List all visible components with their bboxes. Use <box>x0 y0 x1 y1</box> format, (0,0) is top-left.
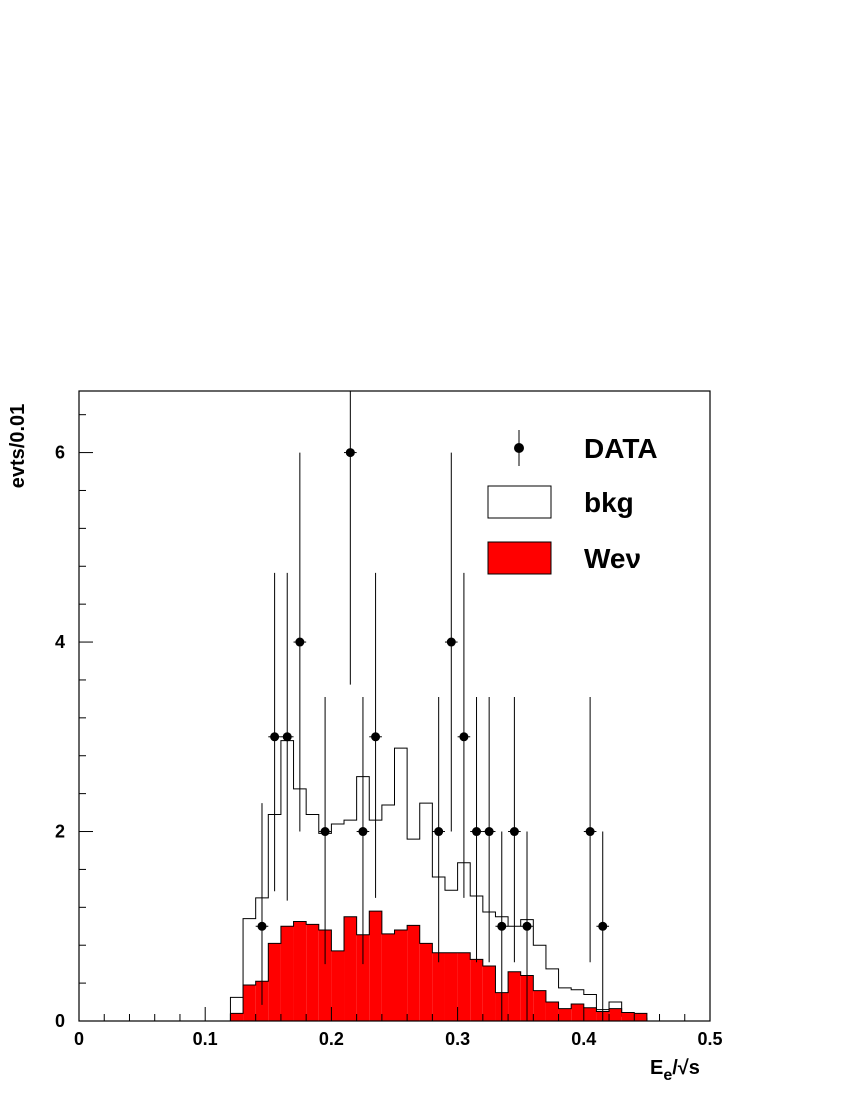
data-point <box>596 832 609 1021</box>
data-marker <box>346 448 355 457</box>
signal-bar <box>281 926 294 1021</box>
data-marker <box>358 827 367 836</box>
x-tick-label: 0.2 <box>319 1029 344 1049</box>
data-point <box>344 391 357 685</box>
signal-bar <box>559 1009 572 1021</box>
y-tick-label: 4 <box>55 632 65 652</box>
signal-bar <box>243 985 256 1021</box>
x-axis-label-sub: e <box>663 1067 672 1084</box>
y-tick-label: 6 <box>55 443 65 463</box>
data-point <box>445 453 458 832</box>
signal-bar <box>344 917 357 1021</box>
data-marker <box>295 638 304 647</box>
data-marker <box>371 732 380 741</box>
legend-bkg-swatch <box>488 486 551 518</box>
legend-label-data: DATA <box>584 433 658 464</box>
signal-bar <box>533 991 546 1021</box>
x-tick-label: 0.1 <box>193 1029 218 1049</box>
data-marker <box>283 732 292 741</box>
signal-bar <box>609 1009 622 1021</box>
signal-bar <box>634 1013 647 1021</box>
signal-bar <box>622 1012 635 1021</box>
signal-bar <box>458 953 471 1021</box>
data-marker <box>270 732 279 741</box>
signal-bar <box>571 1004 584 1021</box>
x-axis-label-main: E <box>650 1057 663 1079</box>
signal-bar <box>395 930 408 1021</box>
signal-bar <box>407 925 420 1021</box>
data-point <box>584 697 597 962</box>
data-marker <box>434 827 443 836</box>
legend-data-marker <box>514 443 524 453</box>
data-point <box>294 453 307 832</box>
data-marker <box>257 922 266 931</box>
legend-label-bkg: bkg <box>584 487 634 518</box>
signal-bar <box>508 972 521 1021</box>
x-tick-label: 0.4 <box>571 1029 596 1049</box>
data-marker <box>497 922 506 931</box>
signal-bar <box>230 1013 243 1021</box>
data-marker <box>472 827 481 836</box>
signal-bar <box>483 966 496 1021</box>
x-tick-label: 0.3 <box>445 1029 470 1049</box>
x-axis-label-rest: /√s <box>672 1057 700 1079</box>
y-tick-label: 2 <box>55 822 65 842</box>
data-marker <box>586 827 595 836</box>
signal-bar <box>382 934 395 1021</box>
y-tick-label: 0 <box>55 1011 65 1031</box>
signal-bar <box>445 953 458 1021</box>
y-axis-label: evts/0.01 <box>7 404 29 489</box>
signal-bar <box>584 1008 597 1021</box>
data-point <box>458 573 471 898</box>
signal-bar <box>268 943 281 1021</box>
signal-bar <box>420 943 433 1021</box>
signal-bar <box>294 922 307 1021</box>
signal-bar <box>546 1002 559 1021</box>
data-marker <box>598 922 607 931</box>
data-point <box>508 697 521 962</box>
x-axis-label: Ee/√s <box>650 1057 700 1084</box>
legend-signal-swatch <box>488 542 551 574</box>
x-tick-label: 0 <box>74 1029 84 1049</box>
data-marker <box>321 827 330 836</box>
legend: DATA bkg Weν <box>488 430 658 574</box>
signal-bar <box>470 959 483 1021</box>
legend-label-signal: Weν <box>584 543 641 574</box>
signal-bar <box>369 911 382 1021</box>
x-tick-label: 0.5 <box>697 1029 722 1049</box>
signal-bar <box>432 953 445 1021</box>
data-marker <box>485 827 494 836</box>
signal-bar <box>331 951 344 1021</box>
signal-bar <box>306 924 319 1021</box>
data-marker <box>459 732 468 741</box>
data-marker <box>510 827 519 836</box>
data-marker <box>447 638 456 647</box>
data-marker <box>523 922 532 931</box>
